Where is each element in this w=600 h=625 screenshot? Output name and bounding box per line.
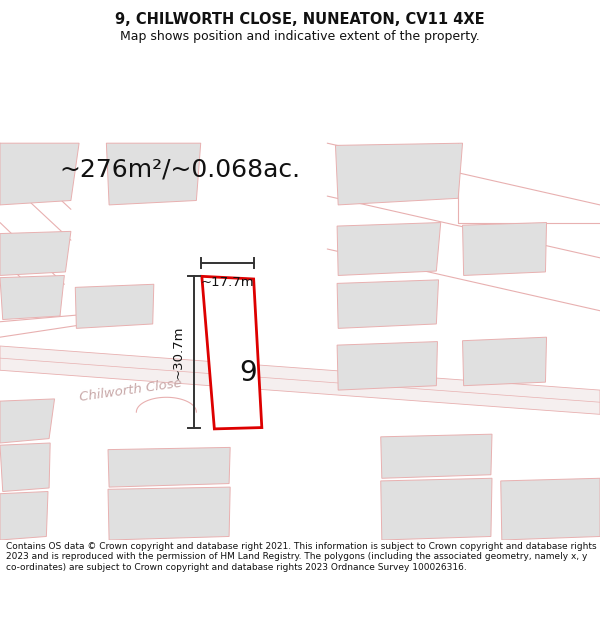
- Text: ~17.7m: ~17.7m: [200, 276, 254, 289]
- Polygon shape: [75, 284, 154, 328]
- Polygon shape: [0, 491, 48, 540]
- Polygon shape: [0, 143, 79, 205]
- Polygon shape: [381, 434, 492, 478]
- Polygon shape: [0, 231, 71, 276]
- Polygon shape: [381, 478, 492, 540]
- Polygon shape: [463, 337, 547, 386]
- Text: Chilworth Close: Chilworth Close: [79, 376, 183, 404]
- Polygon shape: [337, 222, 441, 276]
- Polygon shape: [0, 399, 55, 443]
- Text: 9, CHILWORTH CLOSE, NUNEATON, CV11 4XE: 9, CHILWORTH CLOSE, NUNEATON, CV11 4XE: [115, 12, 485, 27]
- Polygon shape: [337, 280, 439, 328]
- Text: 9: 9: [239, 359, 257, 387]
- Polygon shape: [0, 346, 600, 414]
- Text: ~276m²/~0.068ac.: ~276m²/~0.068ac.: [59, 158, 301, 182]
- Polygon shape: [202, 276, 262, 429]
- Text: Contains OS data © Crown copyright and database right 2021. This information is : Contains OS data © Crown copyright and d…: [6, 542, 596, 571]
- Text: Map shows position and indicative extent of the property.: Map shows position and indicative extent…: [120, 30, 480, 43]
- Polygon shape: [0, 276, 64, 319]
- Polygon shape: [108, 487, 230, 540]
- Polygon shape: [501, 478, 600, 540]
- Polygon shape: [106, 143, 201, 205]
- Text: ~30.7m: ~30.7m: [171, 325, 184, 379]
- Polygon shape: [108, 448, 230, 487]
- Polygon shape: [337, 342, 437, 390]
- Polygon shape: [463, 222, 547, 276]
- Polygon shape: [0, 443, 50, 491]
- Polygon shape: [335, 143, 463, 205]
